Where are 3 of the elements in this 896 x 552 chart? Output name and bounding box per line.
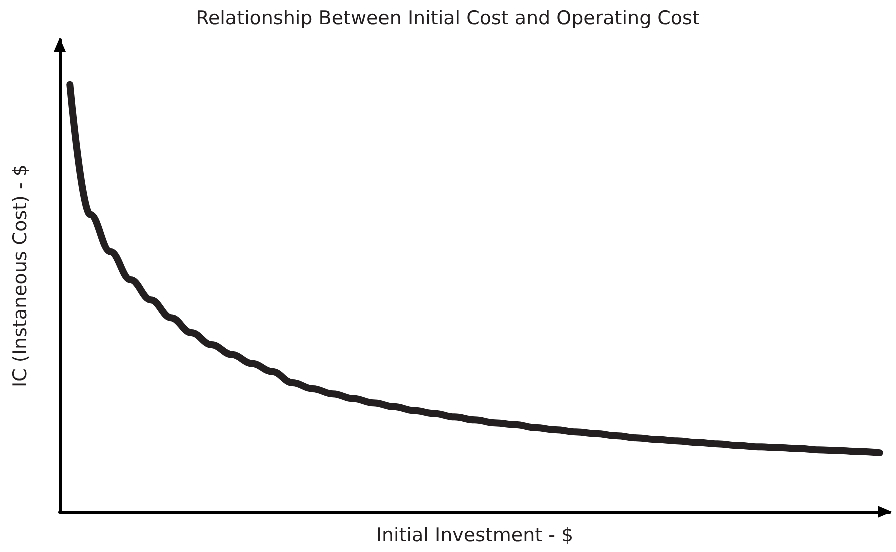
x-axis-title: Initial Investment - $ [376, 524, 574, 546]
y-axis-title: IC (Instaneous Cost) - $ [10, 164, 32, 388]
chart-title: Relationship Between Initial Cost and Operating Cost [196, 8, 700, 30]
